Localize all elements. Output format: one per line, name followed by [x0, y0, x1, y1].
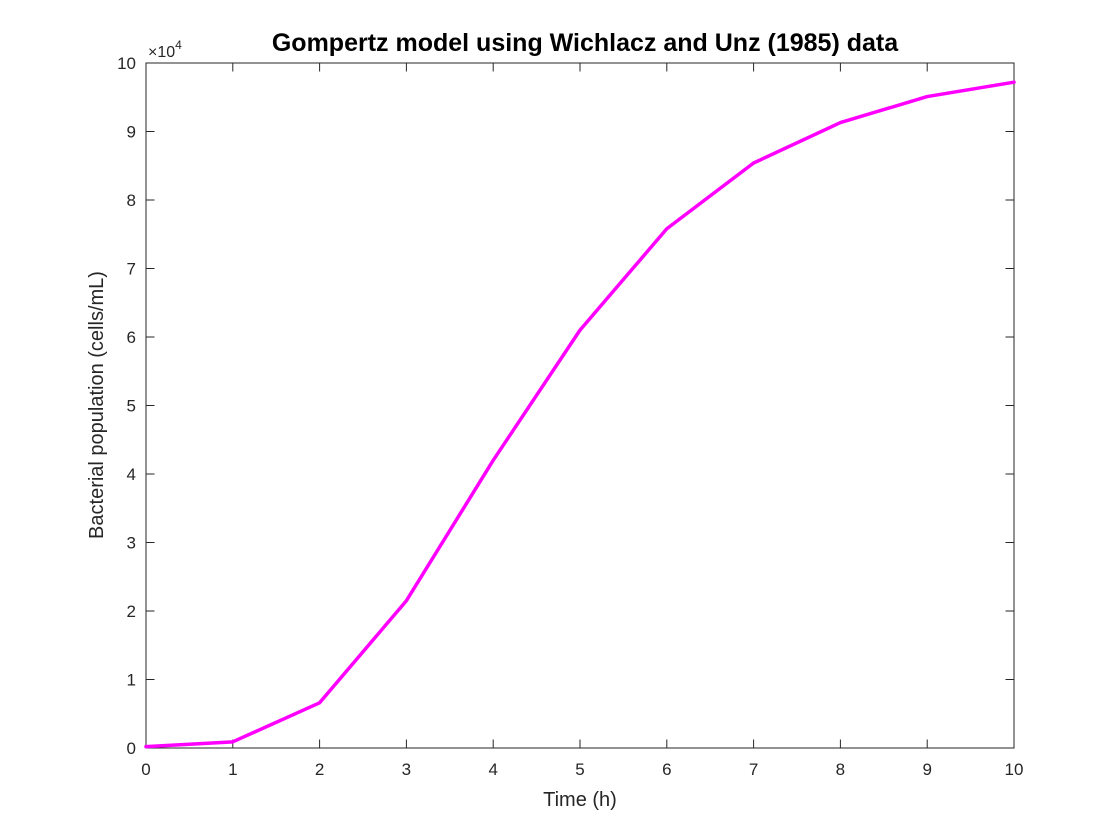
- x-axis-label: Time (h): [543, 789, 617, 811]
- x-tick-label: 10: [1005, 760, 1024, 779]
- y-axis-exponent-power: 4: [175, 38, 182, 52]
- y-axis-exponent: ×104: [148, 38, 182, 61]
- x-tick-label: 1: [228, 760, 237, 779]
- plot-area: 0 1 2 3 4 5 6 7 8 9 10 0 1 2 3 4 5 6 7 8 9 10: [117, 54, 1023, 779]
- y-tick-label: 3: [127, 534, 136, 553]
- x-tick-label: 8: [836, 760, 845, 779]
- y-tick-label: 8: [127, 191, 136, 210]
- y-tick-label: 9: [127, 123, 136, 142]
- y-tick-label: 1: [127, 671, 136, 690]
- x-tick-label: 9: [922, 760, 931, 779]
- y-axis-label: Bacterial population (cells/mL): [86, 271, 108, 539]
- y-tick-label: 7: [127, 260, 136, 279]
- x-tick-label: 3: [402, 760, 411, 779]
- y-tick-label: 2: [127, 602, 136, 621]
- chart-title: Gompertz model using Wichlacz and Unz (1…: [272, 29, 899, 57]
- x-tick-label: 0: [141, 760, 150, 779]
- y-tick-label: 0: [127, 739, 136, 758]
- x-tick-label: 6: [662, 760, 671, 779]
- y-axis-exponent-base: ×10: [148, 44, 175, 61]
- x-tick-label: 2: [315, 760, 324, 779]
- x-tick-label: 7: [749, 760, 758, 779]
- x-tick-label: 4: [488, 760, 497, 779]
- series-line: [144, 80, 1016, 749]
- y-tick-label: 10: [117, 54, 136, 73]
- y-tick-label: 6: [127, 328, 136, 347]
- x-tick-label: 5: [575, 760, 584, 779]
- y-tick-label: 5: [127, 397, 136, 416]
- y-tick-label: 4: [127, 465, 136, 484]
